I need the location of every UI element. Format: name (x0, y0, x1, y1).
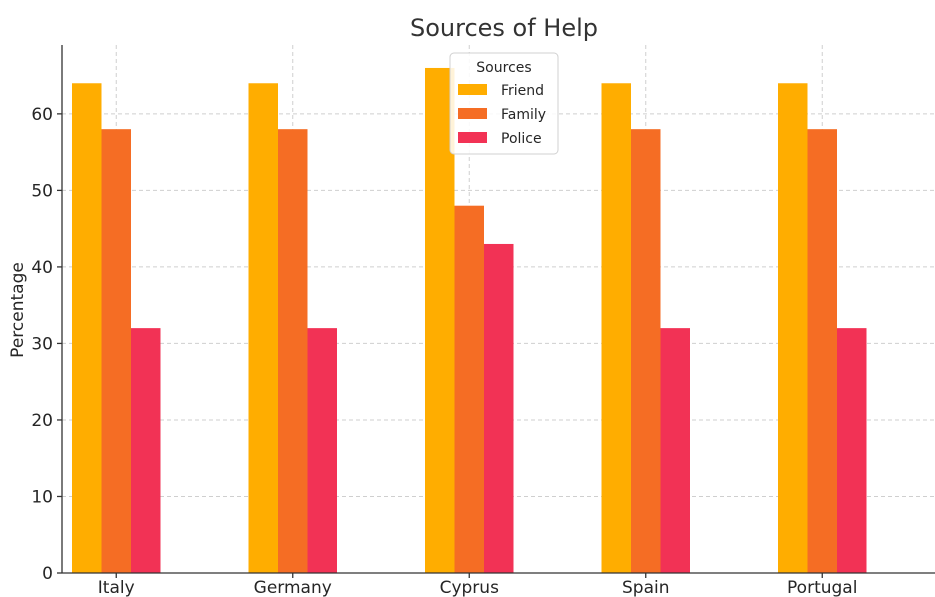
bar-police-italy (131, 328, 161, 573)
y-tick-label: 40 (31, 258, 53, 278)
bars-layer (72, 67, 867, 574)
bar-friend-spain (601, 83, 631, 574)
chart-title: Sources of Help (410, 14, 598, 42)
legend-title: Sources (476, 60, 531, 76)
y-tick-label: 10 (31, 487, 53, 507)
ticks-layer: 0 10 20 30 40 50 60 Italy Germany Cyprus Spain Port… (31, 105, 857, 597)
y-tick-label: 30 (31, 334, 53, 354)
bar-family-italy (101, 129, 131, 573)
x-tick-label: Italy (98, 578, 135, 597)
y-axis-label: Percentage (8, 262, 28, 358)
y-tick-label: 20 (31, 411, 53, 431)
bar-family-cyprus (454, 205, 484, 573)
legend-label-friend: Friend (501, 83, 544, 99)
legend-swatch-family (458, 108, 487, 119)
y-tick-label: 60 (31, 105, 53, 125)
bar-friend-cyprus (425, 67, 455, 574)
x-tick-label: Germany (254, 578, 332, 597)
axes-layer (61, 45, 935, 574)
legend-label-police: Police (501, 131, 542, 147)
x-tick-label: Cyprus (440, 578, 499, 597)
y-tick-label: 50 (31, 181, 53, 201)
bar-police-spain (660, 328, 690, 573)
legend-label-family: Family (501, 107, 546, 123)
bar-friend-italy (72, 83, 102, 574)
x-tick-label: Spain (622, 578, 670, 597)
x-tick-label: Portugal (787, 578, 857, 597)
bar-police-portugal (837, 328, 867, 573)
bar-family-spain (631, 129, 661, 573)
legend-box (449, 52, 559, 155)
bar-police-germany (307, 328, 337, 573)
bar-friend-portugal (778, 83, 808, 574)
bar-family-portugal (807, 129, 837, 573)
legend-swatch-police (458, 132, 487, 143)
legend-swatch-friend (458, 84, 487, 95)
bar-police-cyprus (484, 243, 514, 573)
legend: Sources Friend Family Police (449, 52, 559, 155)
y-tick-label: 0 (42, 564, 53, 584)
bar-family-germany (278, 129, 308, 573)
bar-friend-germany (248, 83, 278, 574)
